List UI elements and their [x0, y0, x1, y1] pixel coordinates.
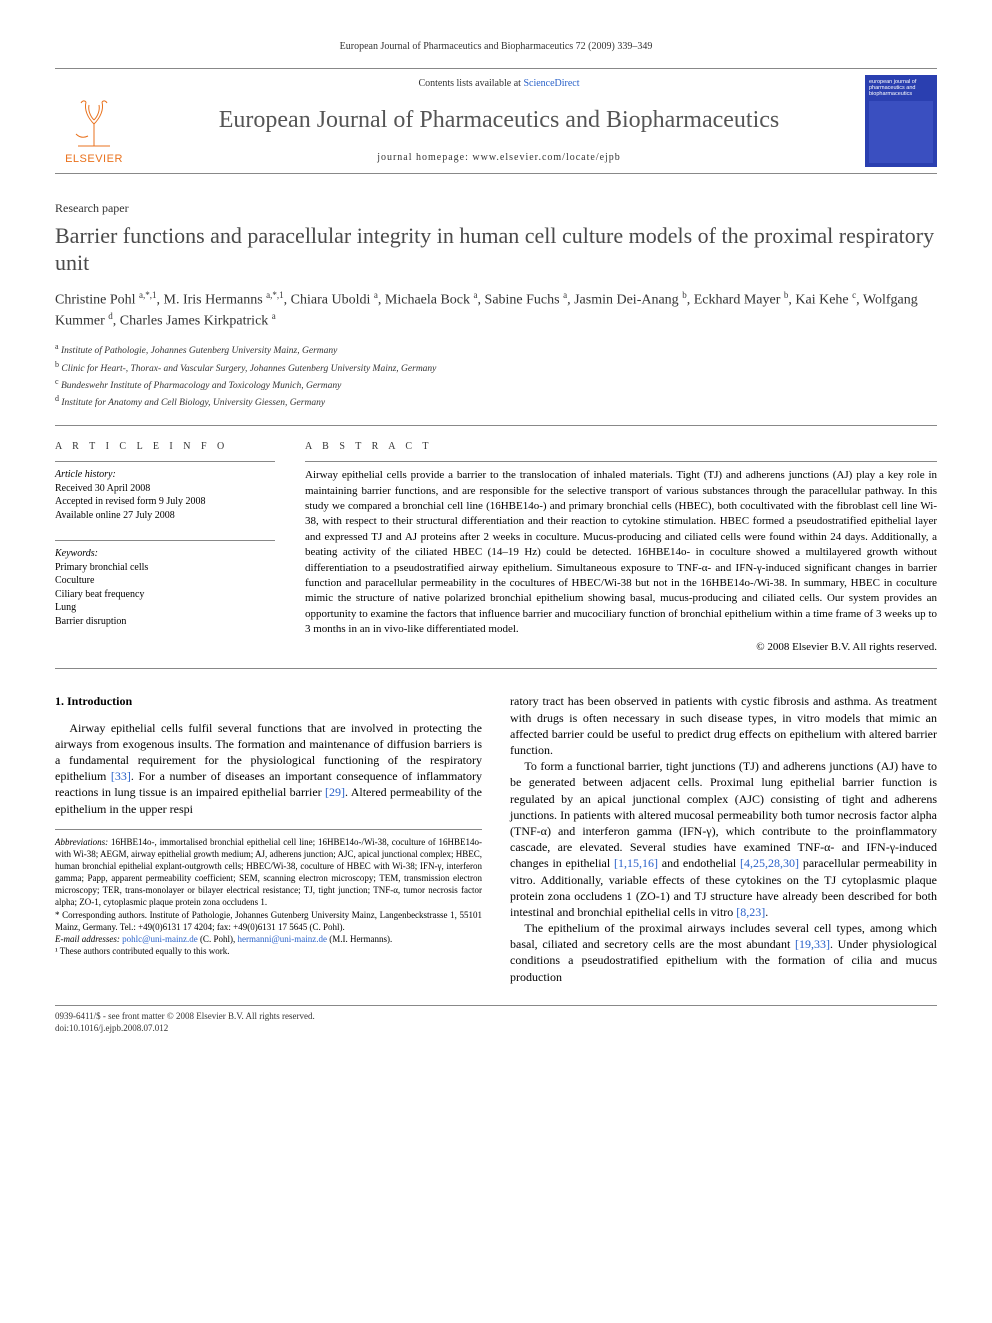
body-paragraph: The epithelium of the proximal airways i…: [510, 920, 937, 985]
affiliation: c Bundeswehr Institute of Pharmacology a…: [55, 376, 937, 393]
corresponding-author-footnote: * Corresponding authors. Institute of Pa…: [55, 909, 482, 933]
email-link[interactable]: pohlc@uni-mainz.de: [122, 934, 198, 944]
divider: [55, 461, 275, 462]
sciencedirect-link[interactable]: ScienceDirect: [523, 78, 579, 89]
journal-name: European Journal of Pharmaceutics and Bi…: [147, 104, 851, 136]
footer-doi: doi:10.1016/j.ejpb.2008.07.012: [55, 1022, 937, 1034]
body-text: and endothelial: [658, 856, 740, 870]
email-label: E-mail addresses:: [55, 934, 120, 944]
body-paragraph: ratory tract has been observed in patien…: [510, 693, 937, 758]
contents-available-line: Contents lists available at ScienceDirec…: [147, 77, 851, 91]
keyword: Coculture: [55, 574, 275, 588]
homepage-url[interactable]: www.elsevier.com/locate/ejpb: [472, 152, 620, 163]
divider: [55, 1005, 937, 1006]
article-history-line: Accepted in revised form 9 July 2008: [55, 495, 275, 509]
email-link[interactable]: hermanni@uni-mainz.de: [237, 934, 327, 944]
body-text: ratory tract has been observed in patien…: [510, 694, 937, 757]
article-history-line: Received 30 April 2008: [55, 482, 275, 496]
corr-label: * Corresponding authors.: [55, 910, 150, 920]
footnote-block: Abbreviations: 16HBE14o-, immortalised b…: [55, 829, 482, 957]
homepage-prefix: journal homepage:: [377, 152, 472, 163]
citation-link[interactable]: [4,25,28,30]: [740, 856, 799, 870]
divider: [55, 425, 937, 426]
keyword: Primary bronchial cells: [55, 561, 275, 575]
divider: [55, 540, 275, 541]
article-info-heading: A R T I C L E I N F O: [55, 440, 275, 454]
cover-thumb-image: [869, 101, 933, 163]
footer-front-matter: 0939-6411/$ - see front matter © 2008 El…: [55, 1010, 937, 1022]
affiliation: b Clinic for Heart-, Thorax- and Vascula…: [55, 359, 937, 376]
affiliation: d Institute for Anatomy and Cell Biology…: [55, 393, 937, 410]
affiliation-list: a Institute of Pathologie, Johannes Gute…: [55, 341, 937, 411]
keyword: Barrier disruption: [55, 615, 275, 629]
abstract-block: A B S T R A C T Airway epithelial cells …: [305, 440, 937, 655]
keyword: Lung: [55, 601, 275, 615]
article-history-label: Article history:: [55, 468, 275, 482]
keywords-label: Keywords:: [55, 547, 275, 561]
journal-cover-thumbnail: european journal of pharmaceutics and bi…: [865, 75, 937, 167]
citation-link[interactable]: [1,15,16]: [614, 856, 658, 870]
divider: [305, 461, 937, 462]
author-list: Christine Pohl a,*,1, M. Iris Hermanns a…: [55, 289, 937, 332]
masthead: ELSEVIER Contents lists available at Sci…: [55, 68, 937, 174]
body-paragraph: To form a functional barrier, tight junc…: [510, 758, 937, 920]
abbrev-label: Abbreviations:: [55, 837, 108, 847]
journal-homepage-line: journal homepage: www.elsevier.com/locat…: [147, 151, 851, 165]
elsevier-logo: ELSEVIER: [55, 75, 133, 167]
body-text: .: [765, 905, 768, 919]
article-info-block: A R T I C L E I N F O Article history: R…: [55, 440, 275, 655]
abbreviations-footnote: Abbreviations: 16HBE14o-, immortalised b…: [55, 836, 482, 909]
citation-link[interactable]: [19,33]: [795, 937, 830, 951]
contents-prefix: Contents lists available at: [418, 78, 523, 89]
article-history-line: Available online 27 July 2008: [55, 509, 275, 523]
abstract-copyright: © 2008 Elsevier B.V. All rights reserved…: [305, 640, 937, 655]
citation-link[interactable]: [33]: [111, 769, 131, 783]
abstract-heading: A B S T R A C T: [305, 440, 937, 454]
section-heading-introduction: 1. Introduction: [55, 693, 482, 709]
article-type: Research paper: [55, 200, 937, 216]
elsevier-tree-icon: [68, 96, 120, 148]
article-title: Barrier functions and paracellular integ…: [55, 222, 937, 277]
email-footnote: E-mail addresses: pohlc@uni-mainz.de (C.…: [55, 933, 482, 945]
abstract-text: Airway epithelial cells provide a barrie…: [305, 468, 937, 637]
body-paragraph: Airway epithelial cells fulfil several f…: [55, 720, 482, 817]
body-columns: 1. Introduction Airway epithelial cells …: [55, 693, 937, 984]
keyword: Ciliary beat frequency: [55, 588, 275, 602]
page-footer: 0939-6411/$ - see front matter © 2008 El…: [55, 1010, 937, 1034]
cover-thumb-title: european journal of pharmaceutics and bi…: [869, 79, 933, 97]
equal-contribution-footnote: ¹ These authors contributed equally to t…: [55, 945, 482, 957]
citation-link[interactable]: [8,23]: [736, 905, 765, 919]
elsevier-wordmark: ELSEVIER: [65, 152, 123, 167]
divider: [55, 668, 937, 669]
affiliation: a Institute of Pathologie, Johannes Gute…: [55, 341, 937, 358]
citation-link[interactable]: [29]: [325, 785, 345, 799]
body-text: To form a functional barrier, tight junc…: [510, 759, 937, 870]
email-who: (M.I. Hermanns).: [327, 934, 392, 944]
running-head: European Journal of Pharmaceutics and Bi…: [55, 40, 937, 54]
abbrev-text: 16HBE14o-, immortalised bronchial epithe…: [55, 837, 482, 908]
email-who: (C. Pohl),: [198, 934, 238, 944]
